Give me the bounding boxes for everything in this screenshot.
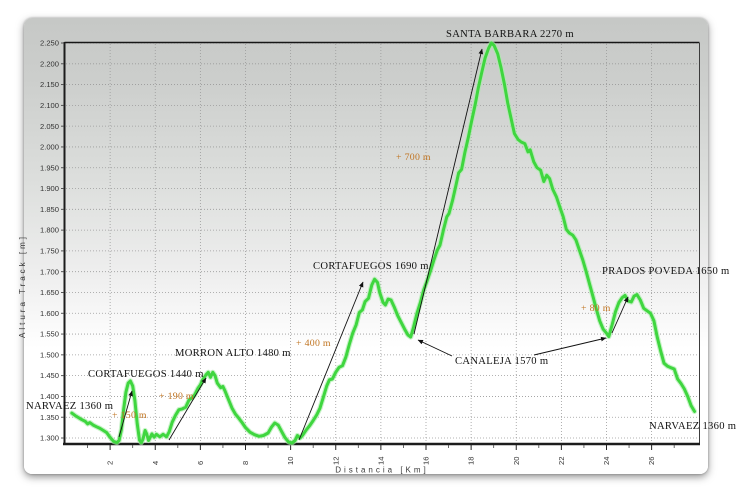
y-tick-label: 2.250 xyxy=(40,39,59,48)
x-tick-label: 8 xyxy=(241,461,250,465)
x-tick-label: 22 xyxy=(557,457,566,465)
y-tick-label: 2.150 xyxy=(40,80,59,89)
elevation-profile xyxy=(69,40,698,446)
narvaez-start-label: NARVAEZ 1360 m xyxy=(26,401,114,412)
x-tick-label: 18 xyxy=(467,457,476,465)
grid xyxy=(66,42,699,443)
arrow-canaleja-left xyxy=(417,339,453,357)
y-axis-title: Altura Track [m] xyxy=(18,234,27,338)
y-tick-label: 1.700 xyxy=(40,267,59,276)
cortafuegos-1690-label: CORTAFUEGOS 1690 m xyxy=(313,261,429,272)
narvaez-end-label: NARVAEZ 1360 m xyxy=(649,421,737,432)
climb-190-label: + 190 m xyxy=(159,391,194,402)
x-tick-label: 24 xyxy=(602,457,611,465)
y-tick-label: 2.000 xyxy=(40,143,59,152)
axis-ticks: 2.250 2.200 2.150 2.100 2.050 2.000 1.950 1.900… xyxy=(40,39,675,465)
arrow-to-cortafuegos-1690 xyxy=(298,281,364,441)
canaleja-1570-label: CANALEJA 1570 m xyxy=(455,356,549,367)
morron-alto-1480-label: MORRON ALTO 1480 m xyxy=(175,348,291,359)
arrow-to-prados-poveda xyxy=(611,296,629,334)
climb-400-label: + 400 m xyxy=(296,338,331,349)
x-tick-label: 6 xyxy=(196,461,205,465)
x-tick-label: 20 xyxy=(512,457,521,465)
y-tick-label: 1.650 xyxy=(40,288,59,297)
x-tick-label: 4 xyxy=(151,461,160,465)
annotation-arrows xyxy=(118,48,629,441)
arrow-canaleja-right xyxy=(533,336,607,356)
prados-poveda-1650-label: PRADOS POVEDA 1650 m xyxy=(602,266,730,277)
elevation-line xyxy=(70,41,696,445)
x-tick-label: 2 xyxy=(106,461,115,465)
arrow-to-cortafuegos-1440 xyxy=(118,390,133,438)
axes xyxy=(63,41,700,446)
y-tick-label: 1.800 xyxy=(40,226,59,235)
elevation-chart-card xyxy=(24,18,708,474)
y-tick-label: 2.100 xyxy=(40,101,59,110)
climb-700-label: + 700 m xyxy=(396,152,431,163)
y-tick-label: 1.450 xyxy=(40,371,59,380)
y-tick-label: 1.550 xyxy=(40,330,59,339)
annotation-labels: NARVAEZ 1360 m CORTAFUEGOS 1440 m MORRON A… xyxy=(26,29,737,432)
y-tick-label: 1.350 xyxy=(40,413,59,422)
santa-barbara-2270-label: SANTA BARBARA 2270 m xyxy=(446,29,574,40)
y-tick-label: 1.500 xyxy=(40,350,59,359)
x-tick-label: 16 xyxy=(422,457,431,465)
y-tick-label: 1.400 xyxy=(40,392,59,401)
y-tick-label: 1.850 xyxy=(40,205,59,214)
y-tick-label: 1.950 xyxy=(40,163,59,172)
cortafuegos-1440-label: CORTAFUEGOS 1440 m xyxy=(88,369,204,380)
climb-80-label: + 80 m xyxy=(581,303,611,314)
y-tick-label: 1.750 xyxy=(40,247,59,256)
y-tick-label: 2.200 xyxy=(40,59,59,68)
y-tick-label: 1.300 xyxy=(40,434,59,443)
x-tick-label: 10 xyxy=(286,457,295,465)
axis-titles: Distancia [Km] Altura Track [m] xyxy=(18,234,429,475)
x-tick-label: 12 xyxy=(331,457,340,465)
x-axis-title: Distancia [Km] xyxy=(335,466,429,475)
arrow-to-morron-alto xyxy=(168,377,207,441)
climb-150-label: + 150 m xyxy=(112,410,147,421)
y-tick-label: 2.050 xyxy=(40,122,59,131)
arrow-to-santa-barbara xyxy=(413,48,484,335)
x-tick-label: 26 xyxy=(647,457,656,465)
x-tick-label: 14 xyxy=(376,457,385,465)
y-tick-label: 1.900 xyxy=(40,184,59,193)
elevation-line-glow xyxy=(69,40,698,446)
y-tick-label: 1.600 xyxy=(40,309,59,318)
